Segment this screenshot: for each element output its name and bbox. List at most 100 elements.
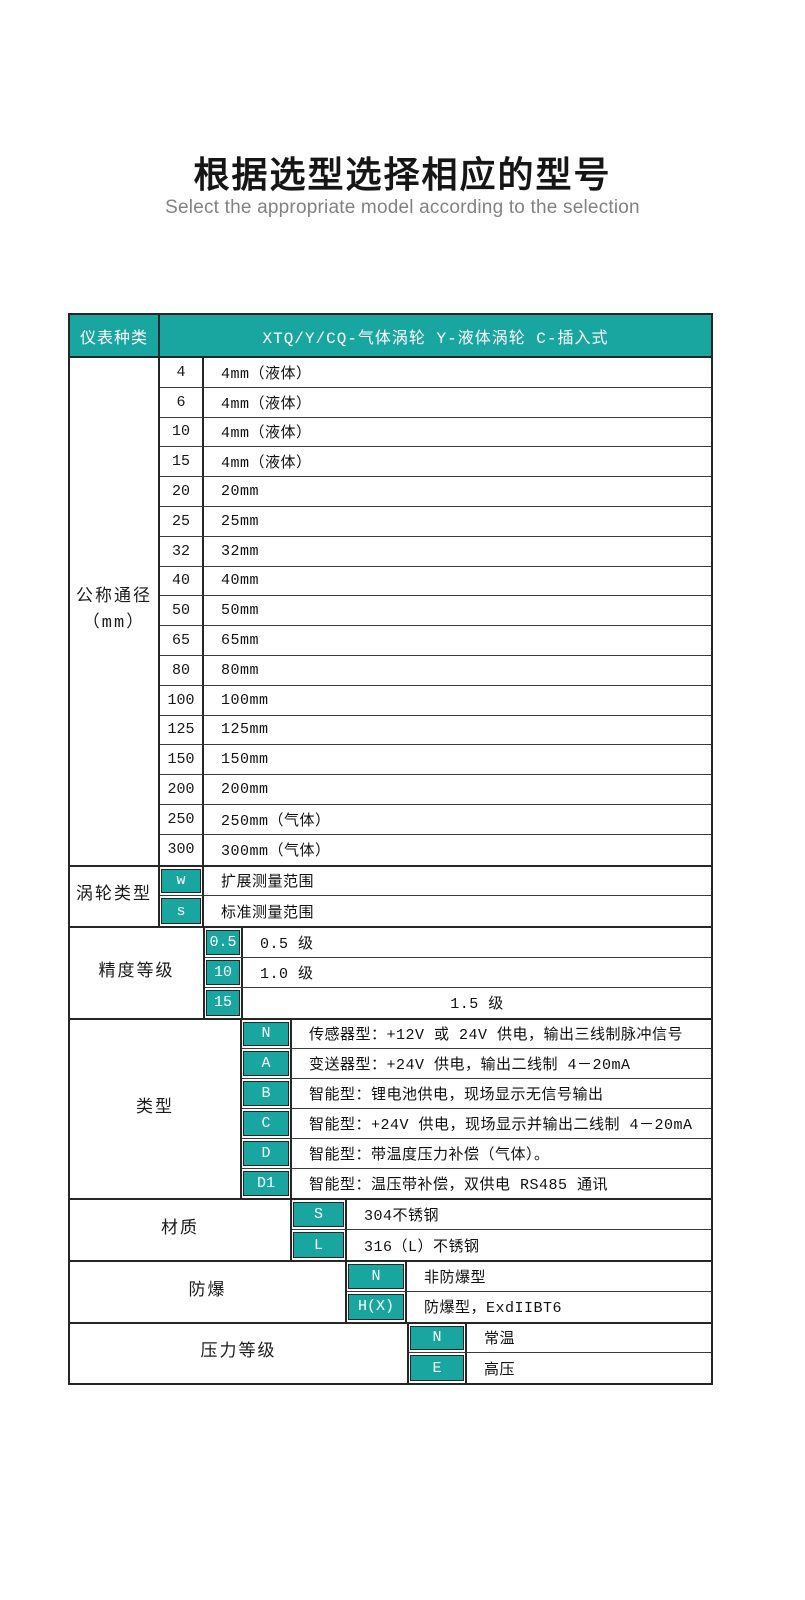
code-cell: s (160, 896, 204, 927)
code-cell: N (242, 1019, 292, 1049)
table-row: A 变送器型：+24V 供电，输出二线制 4－20mA (242, 1049, 711, 1080)
table-row: N 非防爆型 (347, 1261, 711, 1292)
code-cell: 4 (160, 358, 204, 387)
table-row: 100 100mm (160, 685, 711, 716)
table-row: 10 1.0 级 (205, 957, 711, 988)
section-label: 材质 (70, 1200, 292, 1260)
desc-cell: 150mm (221, 751, 269, 769)
code-cell: 100 (160, 685, 204, 715)
table-row: 15 4mm（液体） (160, 447, 711, 478)
table-section-turbine-type: 涡轮类型 w 扩展测量范围 s 标准测量范围 (70, 866, 711, 929)
desc-cell: 20mm (221, 483, 260, 501)
code-cell: 125 (160, 715, 204, 745)
code-cell: 65 (160, 626, 204, 655)
table-row: 50 50mm (160, 596, 711, 627)
code-cell: 200 (160, 775, 204, 804)
code-cell: 250 (160, 804, 204, 834)
spec-table-sections: 公称通径 （mm） 4 4mm（液体） 6 4mm（液体） 10 4mm（液体） 15 4mm（液… (70, 358, 711, 1384)
table-row: 0.5 0.5 级 (205, 928, 711, 958)
table-row: 40 40mm (160, 566, 711, 597)
table-row: 25 25mm (160, 506, 711, 537)
table-row: S 304不锈钢 (292, 1200, 711, 1231)
code-cell: D1 (242, 1168, 292, 1199)
code-cell: B (242, 1079, 292, 1108)
table-row: 20 20mm (160, 477, 711, 507)
desc-cell: 传感器型：+12V 或 24V 供电，输出三线制脉冲信号 (309, 1027, 684, 1045)
code-cell: 32 (160, 536, 204, 566)
code-cell: E (409, 1353, 467, 1384)
section-label: 压力等级 (70, 1323, 409, 1384)
table-section-explosion-proof: 防爆 N 非防爆型 H(X) 防爆型，ExdIIBT6 (70, 1261, 711, 1324)
model-selection-table: 仪表种类 XTQ/Y/CQ-气体涡轮 Y-液体涡轮 C-插入式 公称通径 （mm）… (68, 313, 713, 1386)
table-row: 4 4mm（液体） (160, 358, 711, 388)
code-cell: 20 (160, 477, 204, 506)
desc-cell: 智能型：带温度压力补偿（气体）。 (309, 1146, 550, 1164)
desc-cell: 常温 (484, 1331, 516, 1349)
desc-cell: 304不锈钢 (364, 1208, 440, 1226)
table-header-model-codes: XTQ/Y/CQ-气体涡轮 Y-液体涡轮 C-插入式 (262, 329, 609, 348)
section-label: 涡轮类型 (70, 866, 160, 927)
code-cell: C (242, 1108, 292, 1138)
table-row: 250 250mm（气体） (160, 804, 711, 835)
table-row: 80 80mm (160, 655, 711, 686)
table-row: N 常温 (409, 1323, 711, 1354)
table-row: E 高压 (409, 1353, 711, 1384)
code-cell: 25 (160, 506, 204, 536)
code-cell: 6 (160, 387, 204, 417)
desc-cell: 标准测量范围 (221, 904, 315, 922)
table-row: 10 4mm（液体） (160, 417, 711, 448)
table-row: 125 125mm (160, 715, 711, 746)
code-cell: L (292, 1230, 347, 1260)
code-cell: 150 (160, 745, 204, 775)
code-cell: S (292, 1200, 347, 1230)
table-row: 32 32mm (160, 536, 711, 567)
desc-cell: 32mm (221, 542, 260, 560)
code-cell: N (409, 1323, 467, 1353)
desc-cell: 高压 (484, 1361, 516, 1379)
code-cell: w (160, 866, 204, 896)
table-row: 150 150mm (160, 745, 711, 776)
page-title: 根据选型选择相应的型号 (193, 154, 612, 195)
code-cell: 300 (160, 834, 204, 865)
code-cell: 40 (160, 566, 204, 596)
desc-cell: 316（L）不锈钢 (364, 1238, 480, 1256)
table-row: w 扩展测量范围 (160, 866, 711, 897)
table-header-row: 仪表种类 XTQ/Y/CQ-气体涡轮 Y-液体涡轮 C-插入式 (70, 315, 711, 358)
desc-cell: 250mm（气体） (221, 812, 331, 830)
section-label: 公称通径 （mm） (70, 358, 160, 865)
desc-cell: 非防爆型 (424, 1269, 487, 1287)
code-cell: 10 (160, 417, 204, 447)
desc-cell: 25mm (221, 512, 260, 530)
table-row: 15 1.5 级 (205, 987, 711, 1018)
code-cell: N (347, 1261, 407, 1291)
table-header-category: 仪表种类 (70, 315, 160, 356)
desc-cell: 200mm (221, 781, 269, 799)
table-section-material: 材质 S 304不锈钢 L 316（L）不锈钢 (70, 1200, 711, 1262)
table-row: 6 4mm（液体） (160, 387, 711, 418)
code-cell: 0.5 (205, 928, 243, 957)
table-row: 300 300mm（气体） (160, 834, 711, 865)
code-cell: H(X) (347, 1291, 407, 1322)
table-row: C 智能型：+24V 供电，现场显示并输出二线制 4－20mA (242, 1108, 711, 1139)
section-label: 类型 (70, 1019, 242, 1199)
table-row: D 智能型：带温度压力补偿（气体）。 (242, 1138, 711, 1169)
desc-cell: 65mm (221, 632, 260, 650)
table-row: 65 65mm (160, 626, 711, 656)
table-section-pressure-class: 压力等级 N 常温 E 高压 (70, 1323, 711, 1384)
desc-cell: 125mm (221, 721, 269, 739)
desc-cell: 4mm（液体） (221, 365, 312, 383)
desc-cell: 防爆型，ExdIIBT6 (424, 1300, 563, 1318)
code-cell: A (242, 1049, 292, 1079)
code-cell: D (242, 1138, 292, 1168)
table-row: D1 智能型：温压带补偿，双供电 RS485 通讯 (242, 1168, 711, 1199)
section-label: 防爆 (70, 1261, 347, 1322)
code-cell: 15 (160, 447, 204, 477)
desc-cell: 0.5 级 (260, 936, 314, 954)
desc-cell: 40mm (221, 572, 260, 590)
table-row: s 标准测量范围 (160, 896, 711, 927)
table-section-accuracy-class: 精度等级 0.5 0.5 级 10 1.0 级 15 1.5 级 (70, 928, 711, 1020)
table-row: 200 200mm (160, 775, 711, 805)
desc-cell: 智能型：锂电池供电，现场显示无信号输出 (309, 1087, 604, 1105)
desc-cell: 100mm (221, 691, 269, 709)
desc-cell: 4mm（液体） (221, 395, 312, 413)
